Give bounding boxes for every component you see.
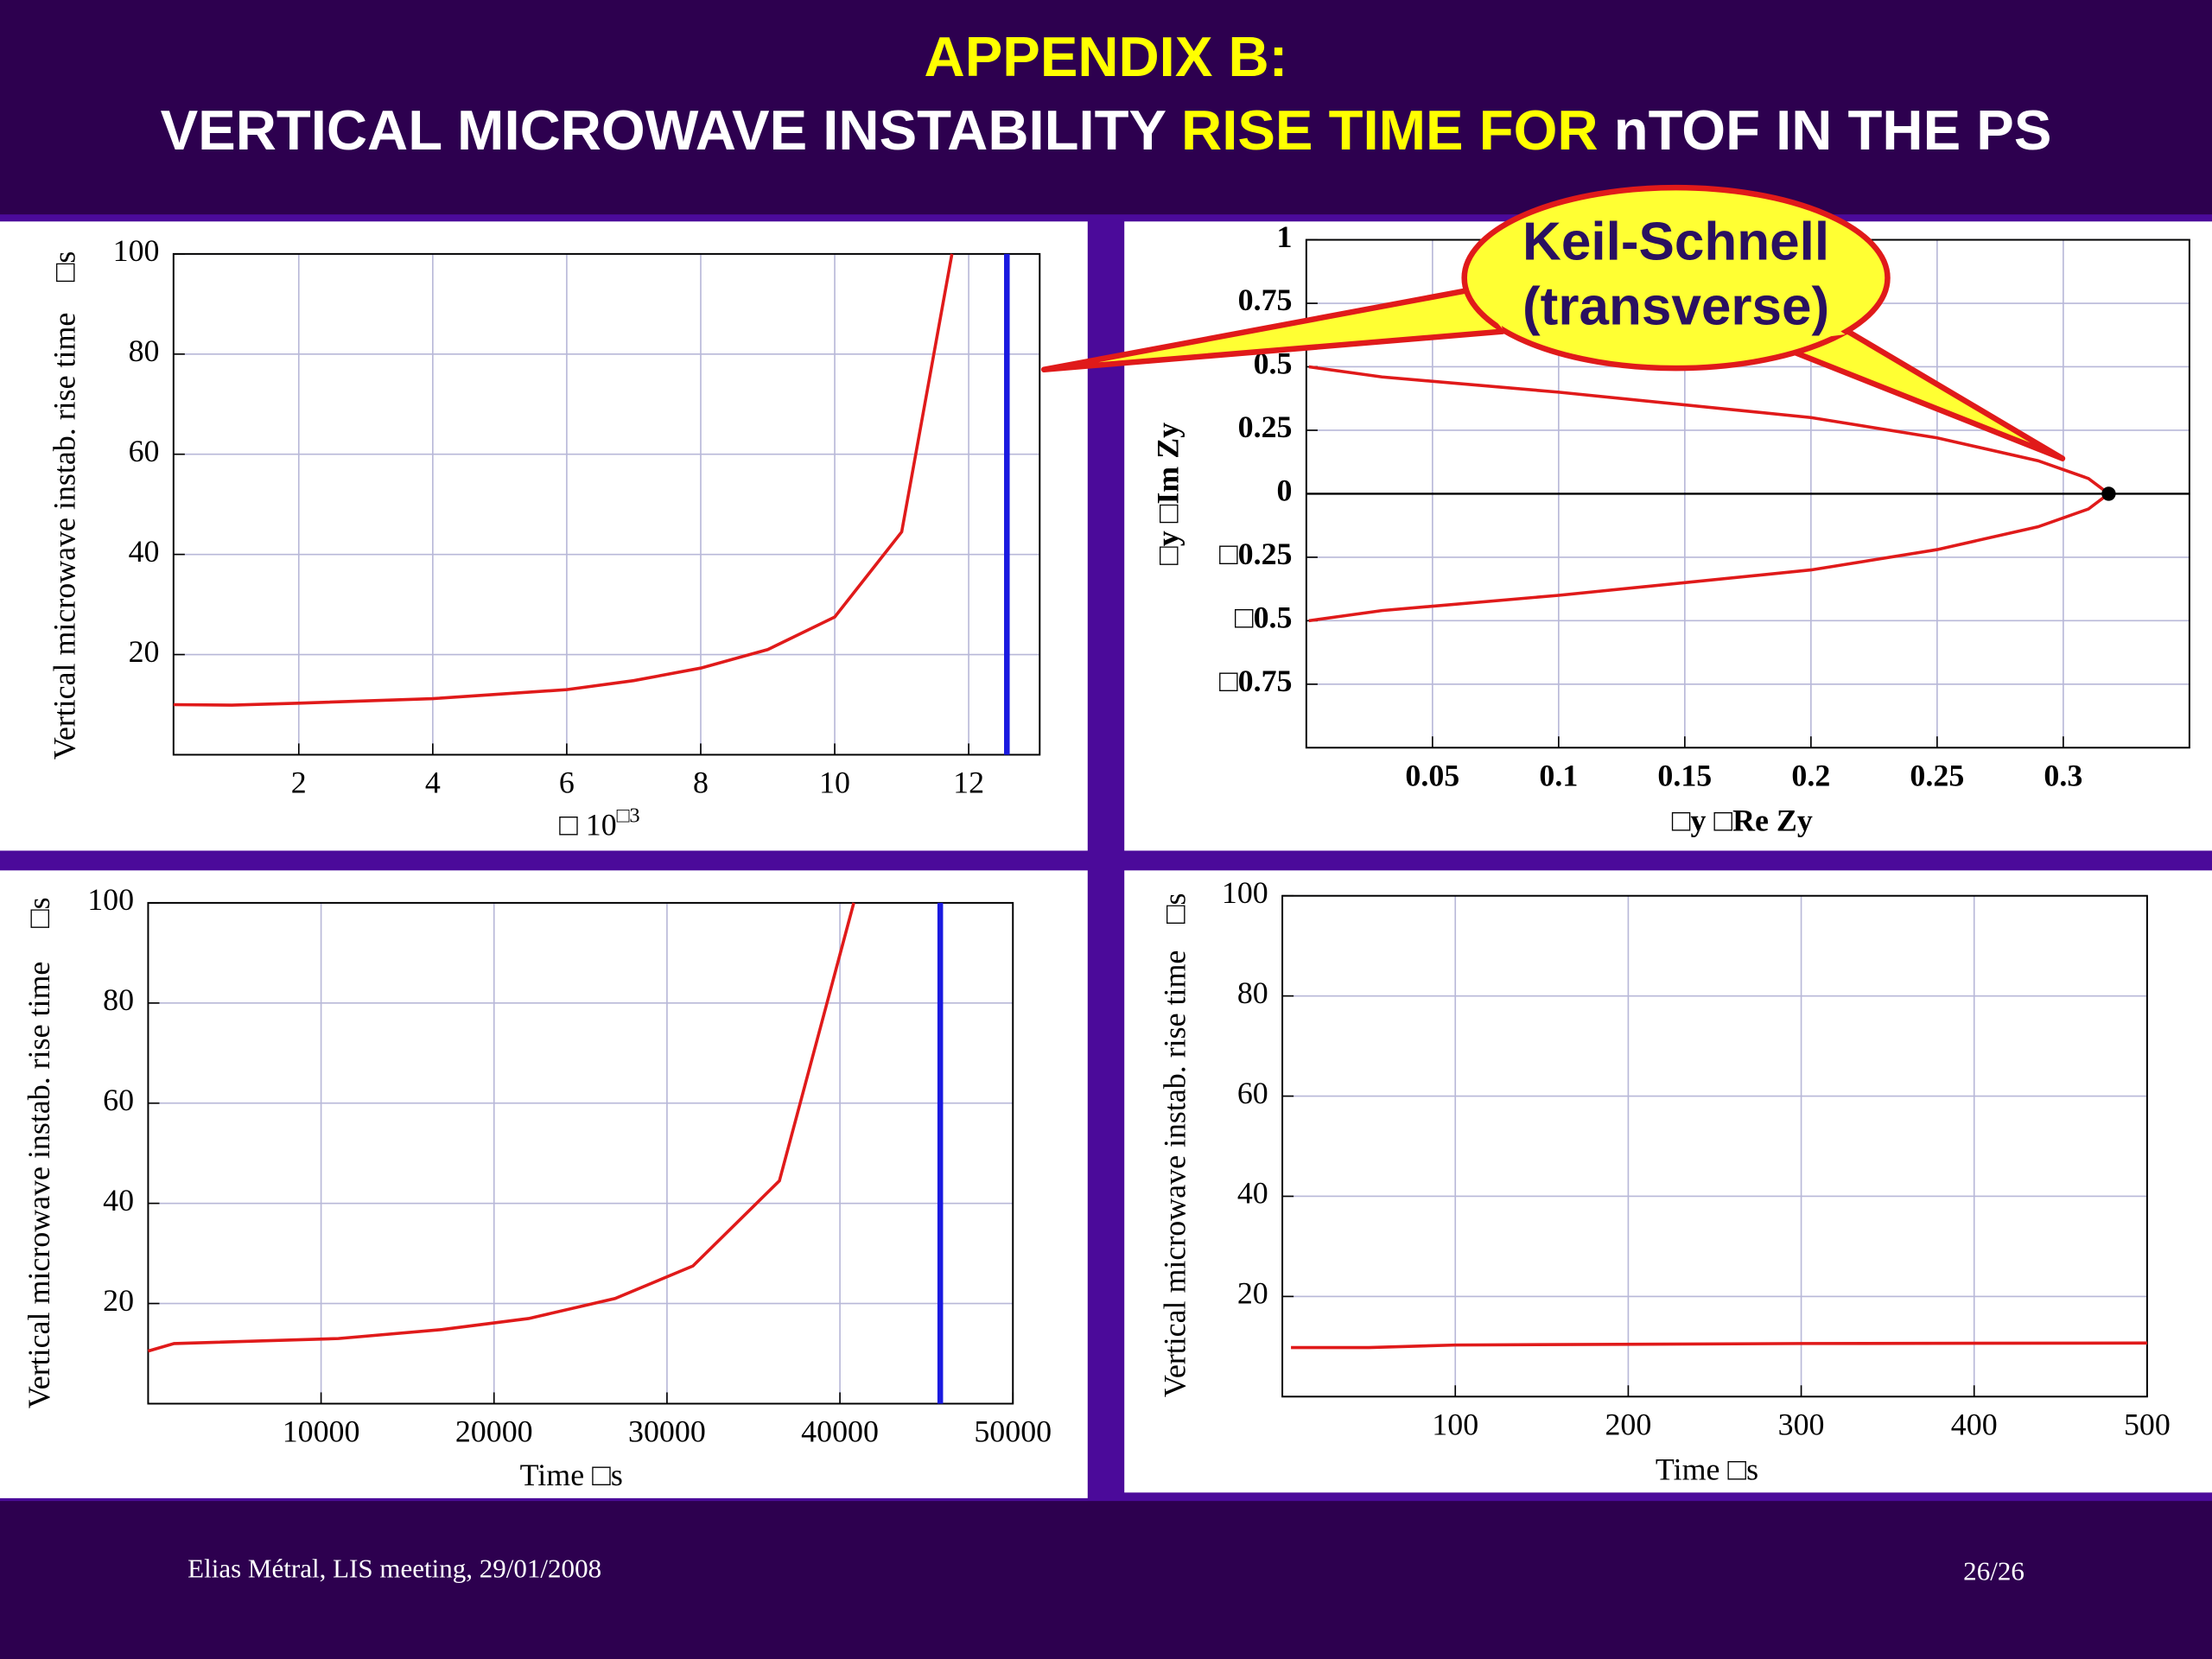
x-axis-label: □y □Re Zy [1672,804,1813,838]
x-tick-label: 10 [819,766,850,800]
x-tick-label: 0.1 [1539,758,1578,792]
x-tick-label: 200 [1605,1407,1651,1441]
chart: 20 40 60 80 100 10000 20000 30000 40000 50000 Vert… [22,882,1052,1492]
x-tick-label: 500 [2124,1407,2171,1441]
y-tick-label: 60 [103,1083,134,1117]
y-tick-label: 0.75 [1238,283,1293,317]
x-tick-label: 30000 [628,1414,706,1449]
data-line [147,902,855,1353]
x-axis-label-text: Time □s [520,1458,623,1492]
chart: 20 40 60 80 100 100 200 300 400 500 Vertical micro… [1157,875,2170,1487]
panel [0,870,1088,1498]
x-tick-label: 50000 [974,1414,1052,1449]
x-tick-label: 12 [953,766,984,800]
y-tick-label: 40 [103,1183,134,1217]
title-line2: VERTICAL MICROWAVE INSTABILITY RISE TIME… [161,99,2052,162]
x-tick-label: 100 [1432,1407,1478,1441]
y-tick-label: 40 [1237,1176,1268,1211]
y-tick-label: □0.25 [1219,537,1293,571]
plot-frame [1281,894,2148,1398]
x-tick-label: 6 [559,766,575,800]
x-tick-label: 400 [1951,1407,1998,1441]
y-axis-unit: □s [48,251,82,283]
marker [2101,486,2116,501]
footer-right: 26/26 [1963,1556,2024,1586]
x-axis-label-text: □y □Re Zy [1672,804,1813,838]
y-tick-label: 80 [1237,976,1268,1010]
title-line1: APPENDIX B: [925,25,1288,88]
chart: 20 40 60 80 100 2 4 6 8 10 12 Vertical microwave in… [48,233,1041,842]
x-tick-label: 0.3 [2044,758,2082,792]
y-tick-label: 60 [1237,1076,1268,1110]
y-tick-label: 1 [1277,219,1293,254]
x-axis-label-text: □ 10 [559,808,617,842]
y-axis-label: □y □Im Zy [1150,423,1185,565]
callout: Keil-Schnell (transverse) [1040,184,2066,461]
x-tick-label: 0.05 [1405,758,1459,792]
x-tick-label: 40000 [801,1414,879,1449]
title-part: RISE TIME FOR [1181,99,1599,162]
y-tick-label: 0.25 [1238,410,1293,444]
y-tick-label: 40 [129,534,160,569]
y-tick-label: 100 [113,233,160,268]
y-tick-label: □0.75 [1219,664,1293,698]
x-tick-label: 300 [1778,1407,1825,1441]
y-tick-label: 20 [129,634,160,669]
callout-text: (transverse) [1522,277,1829,337]
y-tick-label: 20 [103,1283,134,1318]
plot-frame [147,901,1014,1405]
data-line [173,253,954,707]
x-tick-label: 4 [425,766,441,800]
y-axis-label: Vertical microwave instab. rise time [1157,950,1192,1397]
panel [0,221,1088,851]
plot-frame [172,252,1041,756]
footer-left: Elias Métral, LIS meeting, 29/01/2008 [188,1553,601,1583]
title-part: VERTICAL MICROWAVE INSTABILITY [161,99,1181,162]
x-tick-label: 2 [291,766,307,800]
callout-text: Keil-Schnell [1522,212,1829,271]
callout-bubble [1461,184,1891,372]
x-tick-label: 0.2 [1791,758,1830,792]
x-tick-label: 0.15 [1657,758,1712,792]
callout-joint [1471,291,1503,329]
x-axis-label-text: Time □s [1656,1452,1758,1487]
y-axis-label: Vertical microwave instab. rise time [22,962,56,1408]
y-tick-label: 80 [103,982,134,1017]
y-tick-label: 20 [1237,1276,1268,1311]
x-axis-label: □ 10□3 [559,804,640,842]
y-tick-label: 0 [1277,474,1293,508]
panel [1124,870,2212,1493]
y-tick-label: 80 [129,334,160,368]
y-axis-unit: □s [22,897,56,928]
x-axis-label: Time □s [520,1458,623,1492]
x-tick-label: 20000 [455,1414,533,1449]
x-tick-label: 10000 [283,1414,360,1449]
y-tick-label: 100 [87,882,134,917]
x-axis-label-sup: □3 [617,804,640,827]
y-tick-label: □0.5 [1235,601,1293,635]
data-line [1291,1341,2147,1350]
x-tick-label: 0.25 [1910,758,1964,792]
y-axis-unit: □s [1157,893,1192,924]
x-axis-label: Time □s [1656,1452,1758,1487]
x-tick-label: 8 [693,766,709,800]
title-part: nTOF IN THE PS [1599,99,2052,162]
y-tick-label: 60 [129,434,160,468]
y-axis-label: Vertical microwave instab. rise time [48,313,82,760]
y-tick-label: 100 [1222,875,1268,910]
